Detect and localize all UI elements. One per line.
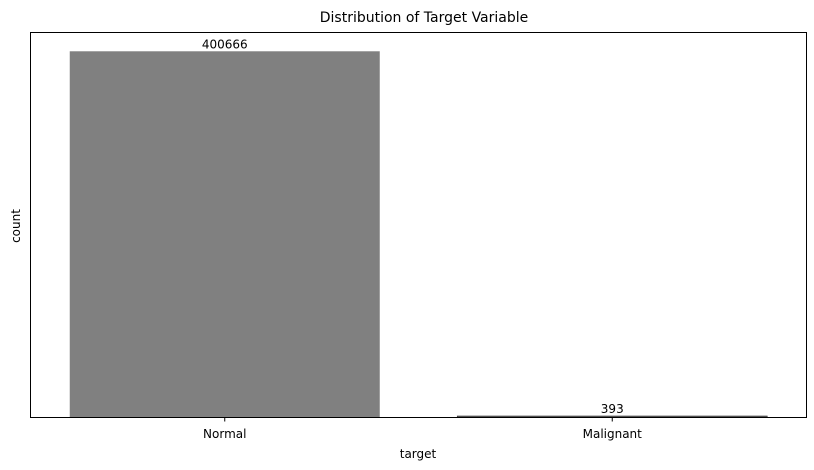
chart-title: Distribution of Target Variable (320, 10, 529, 26)
x-tick-label-normal: Normal (203, 427, 246, 441)
bars-group (69, 51, 768, 418)
y-axis-label: count (9, 209, 23, 243)
data-label-normal: 400666 (202, 37, 248, 51)
x-tick-label-malignant: Malignant (583, 427, 643, 441)
x-axis-label: target (400, 447, 437, 461)
data-label-malignant: 393 (601, 402, 624, 416)
plot-area-frame (30, 32, 807, 418)
data-labels-group: 400666 393 (202, 37, 624, 416)
bar-malignant (456, 415, 768, 418)
x-ticks-group: Normal Malignant (203, 417, 643, 441)
bar-normal (69, 51, 380, 418)
